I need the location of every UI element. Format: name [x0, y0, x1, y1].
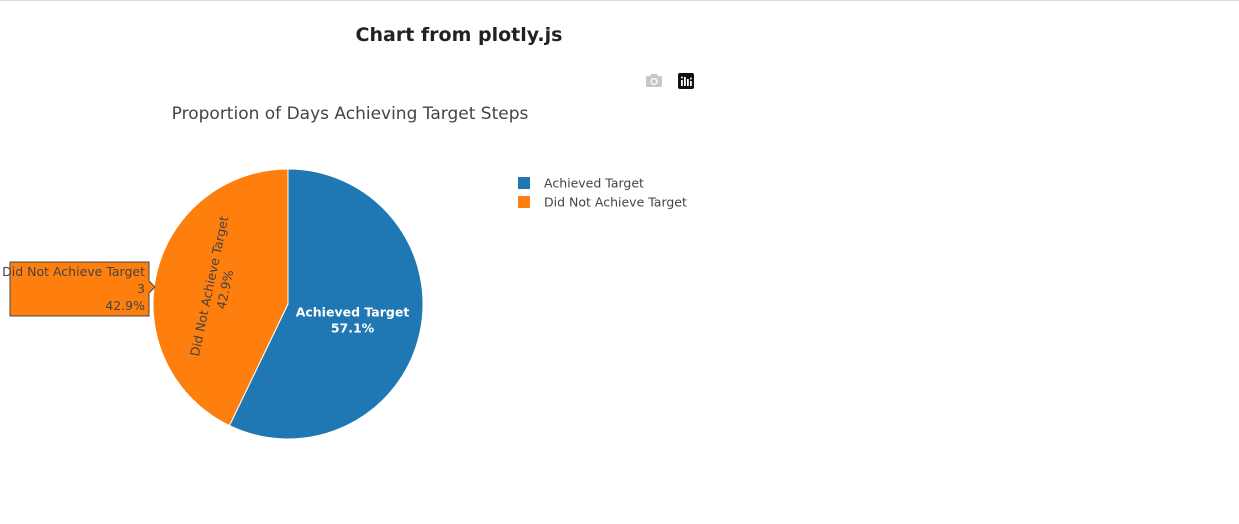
slice-label-percent: 57.1%: [331, 321, 375, 336]
page-title: Chart from plotly.js: [355, 24, 563, 46]
hover-value: 3: [137, 281, 145, 296]
legend-label: Achieved Target: [544, 176, 644, 191]
top-border: [0, 0, 1239, 1]
legend-swatch: [518, 177, 530, 189]
plotly-logo-icon[interactable]: [675, 70, 697, 92]
legend-item-did-not-achieve-target[interactable]: Did Not Achieve Target: [518, 195, 687, 210]
hover-tooltip: Did Not Achieve Target 3 42.9%: [2, 261, 156, 317]
modebar: [640, 70, 710, 92]
pie-slice-did-not-achieve-target[interactable]: [152, 168, 289, 427]
hover-percent: 42.9%: [105, 298, 145, 313]
hover-label: Did Not Achieve Target: [2, 264, 145, 279]
legend-swatch: [518, 196, 530, 208]
legend-label: Did Not Achieve Target: [544, 195, 687, 210]
pie-slices: [152, 168, 424, 440]
hover-box: [9, 261, 156, 317]
camera-icon[interactable]: [643, 70, 665, 92]
slice-label-category: Achieved Target: [296, 305, 410, 320]
legend-item-achieved-target[interactable]: Achieved Target: [518, 176, 644, 191]
chart-title: Proportion of Days Achieving Target Step…: [172, 104, 529, 124]
pie-slice-achieved-target[interactable]: [228, 168, 424, 440]
legend: Achieved Target Did Not Achieve Target: [518, 176, 687, 210]
